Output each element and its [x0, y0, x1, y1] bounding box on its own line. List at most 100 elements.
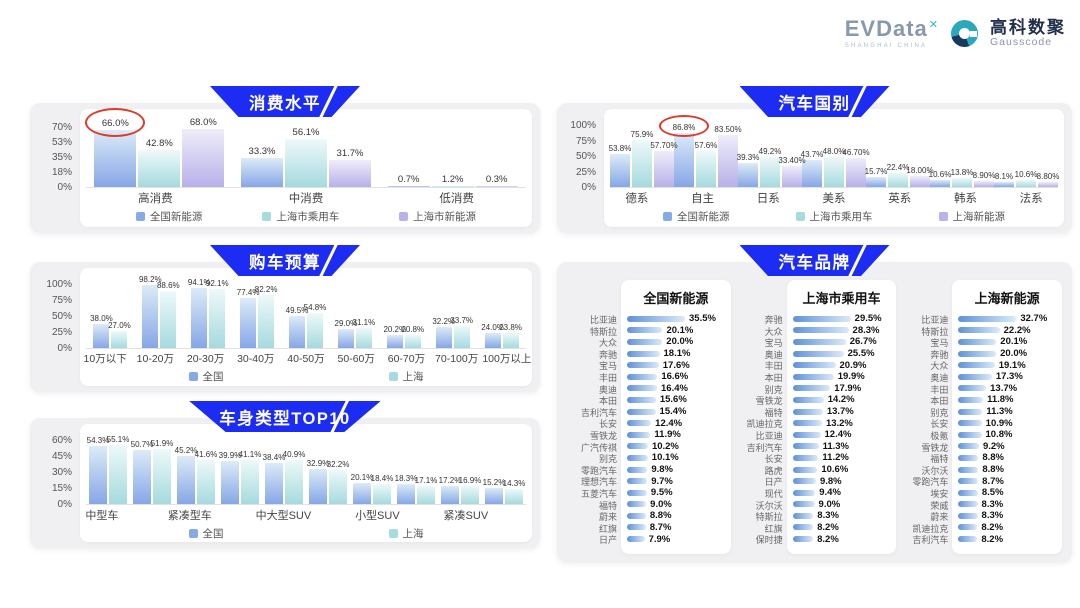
bar: 57.6% — [695, 141, 717, 187]
legend-item[interactable]: 全国 — [188, 526, 224, 541]
legend-label: 全国 — [202, 528, 224, 540]
brand-value-label: 8.2% — [981, 521, 1004, 533]
legend-item[interactable]: 上海市乘用车 — [262, 209, 339, 224]
bar-group: 45.2% 41.6% — [175, 446, 217, 504]
brand-bar — [792, 420, 822, 427]
plot-panel: 38.0% 27.0% 98.2% 88.6% 94.1% 92.1% 77.4% 82.2%… — [80, 268, 532, 386]
brand-bar — [792, 385, 831, 392]
y-axis-tick-label: 75% — [575, 135, 596, 147]
legend-swatch-icon — [795, 212, 805, 221]
legend-item[interactable]: 上海 — [388, 526, 424, 541]
bar-value-label: 54.8% — [303, 302, 327, 312]
brand-value-label: 8.2% — [817, 521, 839, 533]
legend-item[interactable]: 全国 — [188, 369, 224, 384]
y-axis-tick-label: 60% — [51, 435, 72, 446]
brand-value-label: 16.4% — [661, 382, 688, 394]
bar-value-label: 43.7% — [800, 149, 824, 159]
bar-group: 39.3% 49.2% 33.40% — [737, 147, 806, 187]
brand-name-label: 福特 — [930, 454, 949, 465]
legend-item[interactable]: 上海市乘用车 — [795, 209, 873, 224]
brand-value-label: 19.9% — [837, 371, 865, 383]
y-axis-tick-label: 50% — [51, 311, 72, 322]
bar-group-cell: 43.7% 48.0% 46.70% — [800, 125, 870, 187]
bar-value-label: 50.7% — [130, 439, 154, 449]
bar-value-label: 38.0% — [90, 313, 113, 323]
brand-row: 35.5% — [627, 313, 725, 325]
brand-row: 8.2% — [958, 533, 1056, 545]
brand-name-label: 雪铁龙 — [755, 396, 783, 407]
plot-panel: 53.8% 75.9% 57.70% 86.8% 57.6% 83.50% 39.3% 49.… — [604, 109, 1064, 227]
bar: 32.9% — [307, 459, 329, 504]
legend-swatch-icon — [135, 212, 145, 221]
bar-group-cell: 17.2% 16.9% — [438, 440, 482, 504]
brand-name-label: 日产 — [764, 477, 783, 488]
bar-value-label: 18.4% — [370, 474, 394, 484]
brand-value-label: 20.0% — [1000, 348, 1028, 360]
bar-value-label: 20.8% — [401, 324, 425, 334]
brand-list: 比亚迪 特斯拉 宝马 奔驰 大众 奥迪 丰田 本田 别克 长安 极氪 雪铁龙 福特 沃尔沃 零跑汽车 埃安 荣威… — [898, 280, 1063, 554]
brand-name-label: 长安 — [930, 419, 949, 430]
brand-name-label: 沃尔沃 — [921, 465, 949, 476]
category-label: 美系 — [822, 193, 846, 205]
brand-value-label: 8.8% — [649, 510, 672, 522]
bar: 20.8% — [401, 325, 424, 348]
legend-item[interactable]: 全国新能源 — [135, 209, 202, 224]
brand-row: 10.8% — [958, 429, 1056, 441]
brand-name-label: 长安 — [764, 454, 783, 465]
bar-value-label: 88.6% — [156, 281, 180, 291]
panel-car-country: 汽车国别 100% 75% 50% 25% 0% 53.8% 75.9% 57.70% 86.8… — [557, 86, 1072, 233]
brand-row: 8.5% — [958, 487, 1056, 499]
brand-name-column: 比亚迪 特斯拉 宝马 奔驰 大众 奥迪 丰田 本田 别克 长安 极氪 雪铁龙 福特 沃尔沃 零跑汽车 埃安 荣威… — [898, 280, 952, 554]
bar-group: 32.9% 32.2% — [307, 459, 349, 504]
legend-item[interactable]: 上海市新能源 — [399, 209, 476, 224]
bar-group: 0.7% 1.2% 0.3% — [387, 174, 518, 187]
legend-item[interactable]: 上海 — [388, 369, 424, 384]
bar-value-label: 8.80% — [1036, 171, 1060, 181]
brand-bar — [792, 315, 851, 322]
gausscode-logo-icon — [951, 20, 978, 47]
bar-value-label: 24.0% — [481, 322, 504, 332]
brand-name-label: 蔚来 — [598, 512, 617, 523]
category-label: 40-50万 — [287, 353, 325, 365]
brand-name-label: 宝马 — [930, 338, 949, 349]
legend-item[interactable]: 全国新能源 — [663, 209, 730, 224]
category-label: 低消费 — [439, 193, 474, 205]
bar: 77.4% — [237, 288, 259, 348]
bar: 51.9% — [151, 439, 173, 504]
evdata-x-icon: ✕ — [928, 18, 939, 31]
bar-value-label: 23.8% — [499, 322, 522, 332]
bar: 54.8% — [304, 303, 326, 348]
brand-name-label: 理想汽车 — [580, 477, 617, 488]
brand-row: 8.8% — [958, 464, 1056, 476]
brand-value-label: 7.9% — [648, 533, 671, 545]
legend-label: 上海新能源 — [952, 211, 1006, 223]
brand-bar — [792, 362, 836, 369]
bar: 1.2% — [431, 174, 474, 187]
brand-name-column: 奔驰 大众 宝马 奥迪 丰田 本田 别克 雪铁龙 福特 凯迪拉克 比亚迪 吉利汽车 长安 路虎 日产 现代 沃尔… — [733, 280, 787, 554]
panel-title-text: 汽车国别 — [778, 94, 851, 113]
brand-list-title: 上海市乘用车 — [802, 291, 881, 306]
bar-value-label: 42.8% — [145, 138, 173, 150]
brand-name-label: 现代 — [764, 488, 783, 499]
brand-value-label: 8.7% — [649, 521, 672, 533]
brand-row: 9.7% — [627, 475, 725, 487]
brand-bar — [958, 385, 987, 392]
brand-bar — [792, 536, 814, 543]
brand-name-label: 奔驰 — [764, 315, 783, 325]
panel-title-country: 汽车国别 — [739, 86, 890, 117]
bar-group-cell: 45.2% 41.6% — [174, 440, 218, 504]
bar: 13.8% — [951, 168, 973, 187]
bar-group-cell: 15.7% 22.4% 18.00% — [865, 125, 934, 187]
brand-bar — [627, 408, 656, 415]
brand-value-label: 13.7% — [990, 382, 1018, 394]
brand-bar — [792, 338, 846, 345]
category-label: 中大型SUV — [255, 510, 312, 522]
legend-item[interactable]: 上海新能源 — [938, 209, 1006, 224]
bar-group: 49.5% 54.8% — [286, 303, 326, 348]
brand-bar — [792, 489, 816, 496]
brand-bar — [958, 350, 997, 357]
bar-group: 10.6% 13.8% 8.90% — [929, 168, 995, 187]
brand-bar — [958, 489, 978, 496]
bar-group-cell: 38.4% 40.9% — [262, 440, 306, 504]
brand-name-label: 雪铁龙 — [921, 442, 949, 453]
